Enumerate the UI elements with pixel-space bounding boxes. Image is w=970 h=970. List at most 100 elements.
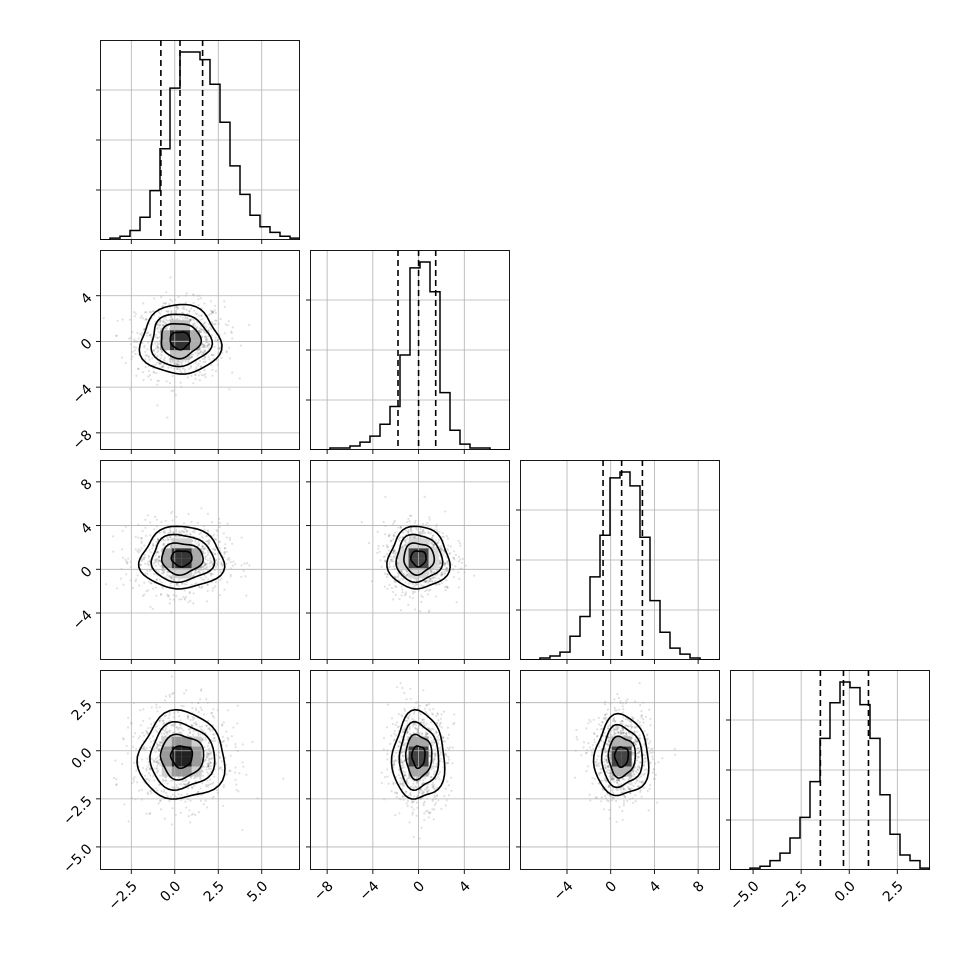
scatter-point bbox=[153, 297, 156, 300]
scatter-point bbox=[180, 361, 183, 364]
scatter-point bbox=[167, 539, 170, 542]
scatter-point bbox=[199, 365, 202, 368]
scatter-point bbox=[392, 533, 395, 536]
scatter-point bbox=[215, 529, 218, 532]
scatter-point bbox=[401, 795, 404, 798]
scatter-point bbox=[436, 793, 439, 797]
scatter-point bbox=[428, 812, 431, 815]
scatter-point bbox=[187, 360, 190, 363]
scatter-point bbox=[150, 582, 153, 585]
scatter-point bbox=[392, 538, 395, 541]
scatter-point bbox=[211, 572, 214, 576]
scatter-point bbox=[464, 564, 467, 567]
scatter-point bbox=[399, 681, 402, 685]
scatter-point bbox=[157, 561, 160, 564]
scatter-point bbox=[245, 773, 248, 776]
scatter-point bbox=[175, 361, 178, 364]
scatter-point bbox=[205, 562, 208, 566]
scatter-point bbox=[183, 589, 186, 592]
scatter-point bbox=[112, 535, 115, 538]
scatter-point bbox=[191, 540, 194, 543]
scatter-point bbox=[179, 811, 182, 814]
scatter-point bbox=[383, 572, 386, 575]
scatter-point bbox=[203, 564, 206, 567]
scatter-point bbox=[452, 723, 455, 726]
scatter-point bbox=[166, 593, 169, 596]
scatter-point bbox=[412, 835, 415, 839]
scatter-point bbox=[423, 495, 426, 498]
scatter-point bbox=[387, 703, 390, 706]
scatter-point bbox=[132, 780, 135, 783]
scatter-point bbox=[218, 521, 221, 525]
scatter-point bbox=[219, 579, 222, 582]
scatter-point bbox=[245, 594, 248, 597]
scatter-point bbox=[203, 344, 206, 347]
scatter-point bbox=[407, 603, 410, 607]
scatter-point bbox=[145, 729, 148, 733]
scatter-point bbox=[452, 575, 456, 579]
scatter-point bbox=[421, 522, 424, 526]
scatter-point bbox=[648, 787, 651, 790]
scatter-point bbox=[134, 548, 137, 551]
scatter-point bbox=[115, 334, 118, 337]
scatter-point bbox=[626, 799, 629, 803]
scatter-point bbox=[161, 569, 164, 572]
scatter-point bbox=[438, 530, 441, 533]
scatter-point bbox=[446, 762, 449, 765]
scatter-point bbox=[137, 337, 140, 340]
scatter-point bbox=[647, 809, 650, 812]
scatter-point bbox=[229, 573, 232, 576]
scatter-point bbox=[228, 346, 231, 349]
scatter-point bbox=[228, 357, 232, 360]
scatter-point bbox=[158, 706, 161, 709]
scatter-point bbox=[197, 374, 200, 377]
scatter-point bbox=[160, 581, 163, 584]
scatter-point bbox=[229, 561, 232, 564]
scatter-point bbox=[236, 704, 239, 707]
scatter-point bbox=[214, 336, 217, 339]
scatter-point bbox=[440, 713, 443, 716]
scatter-point bbox=[144, 311, 147, 314]
scatter-point bbox=[147, 589, 150, 592]
scatter-point bbox=[158, 362, 161, 365]
scatter-point bbox=[204, 350, 207, 353]
scatter-point bbox=[171, 510, 174, 513]
scatter-point bbox=[202, 361, 205, 364]
scatter-point bbox=[380, 781, 383, 785]
scatter-point bbox=[204, 321, 207, 324]
scatter-point bbox=[394, 531, 397, 534]
scatter-point bbox=[646, 733, 649, 736]
scatter-point bbox=[176, 367, 179, 370]
scatter-point bbox=[446, 537, 450, 540]
scatter-point bbox=[121, 556, 125, 559]
scatter-point bbox=[162, 324, 165, 327]
scatter-point bbox=[158, 323, 161, 326]
scatter-point bbox=[205, 337, 208, 340]
scatter-point bbox=[415, 801, 418, 804]
scatter-point bbox=[171, 374, 174, 378]
scatter-point bbox=[199, 531, 203, 535]
scatter-point bbox=[123, 803, 126, 806]
scatter-point bbox=[643, 786, 646, 789]
scatter-point bbox=[211, 368, 214, 371]
scatter-point bbox=[192, 322, 195, 326]
scatter-point bbox=[436, 713, 439, 716]
scatter-point bbox=[155, 550, 158, 553]
scatter-point bbox=[158, 578, 161, 581]
scatter-point bbox=[199, 351, 202, 354]
scatter-point bbox=[151, 310, 154, 313]
scatter-point bbox=[223, 547, 226, 550]
scatter-point bbox=[137, 536, 140, 539]
scatter-point bbox=[385, 726, 389, 729]
scatter-point bbox=[390, 790, 393, 793]
scatter-point bbox=[234, 563, 237, 566]
scatter-point bbox=[156, 345, 159, 348]
scatter-point bbox=[142, 378, 145, 382]
scatter-point bbox=[637, 719, 640, 722]
scatter-point bbox=[200, 365, 203, 368]
scatter-point bbox=[176, 368, 179, 371]
scatter-point bbox=[224, 543, 227, 546]
scatter-point bbox=[125, 573, 128, 576]
scatter-point bbox=[148, 323, 151, 326]
scatter-point bbox=[125, 560, 128, 563]
